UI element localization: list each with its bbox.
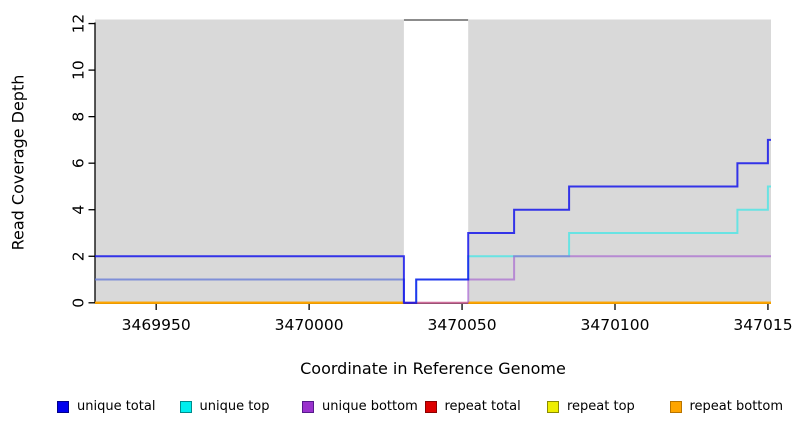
x-tick-label: 3470150 (733, 316, 792, 334)
legend-swatch-unique-bottom (302, 400, 314, 413)
y-tick-label: 10 (70, 60, 88, 80)
legend-swatch-unique-total (57, 400, 69, 413)
x-tick-label: 3470050 (428, 316, 497, 334)
legend-swatch-repeat-total (424, 400, 437, 413)
legend-label: repeat bottom (689, 399, 784, 414)
y-axis-title: Read Coverage Depth (8, 74, 28, 251)
unique-region-left (95, 19, 404, 304)
x-tick-label: 3469950 (122, 316, 191, 334)
legend-item-repeat-top: repeat top (547, 399, 670, 414)
repeat-gap (403, 19, 469, 304)
legend-item-unique-bottom: unique bottom (302, 399, 425, 414)
x-tick-label: 3470000 (275, 316, 344, 334)
y-tick-label: 6 (70, 158, 88, 168)
y-tick-label: 8 (70, 112, 88, 122)
y-tick-label: 4 (70, 205, 88, 215)
x-tick-label: 3470100 (580, 316, 649, 334)
legend-label: unique top (199, 399, 270, 414)
series-unique-bottom (467, 255, 771, 303)
legend-label: unique total (77, 399, 156, 414)
plot-legend: unique total unique top unique bottom repea… (0, 399, 792, 414)
x-axis-title: Coordinate in Reference Genome (300, 359, 566, 378)
legend-swatch-unique-top (179, 400, 192, 413)
legend-swatch-repeat-bottom (669, 400, 682, 413)
legend-item-unique-top: unique top (179, 399, 303, 414)
legend-swatch-repeat-top (547, 400, 559, 413)
legend-item-unique-total: unique total (57, 399, 180, 414)
y-tick-label: 0 (70, 298, 88, 308)
coverage-plot-canvas: 0 2 4 6 8 10 12 3469950 3470000 3470050 3470100 347… (70, 14, 792, 334)
legend-label: unique bottom (322, 399, 418, 414)
legend-label: repeat top (567, 399, 635, 414)
legend-label: repeat total (444, 399, 521, 414)
y-tick-label: 2 (70, 251, 88, 261)
series-unique-total (95, 138, 771, 304)
y-tick-label: 12 (70, 14, 88, 34)
legend-item-repeat-bottom: repeat bottom (669, 399, 792, 414)
legend-item-repeat-total: repeat total (424, 399, 548, 414)
